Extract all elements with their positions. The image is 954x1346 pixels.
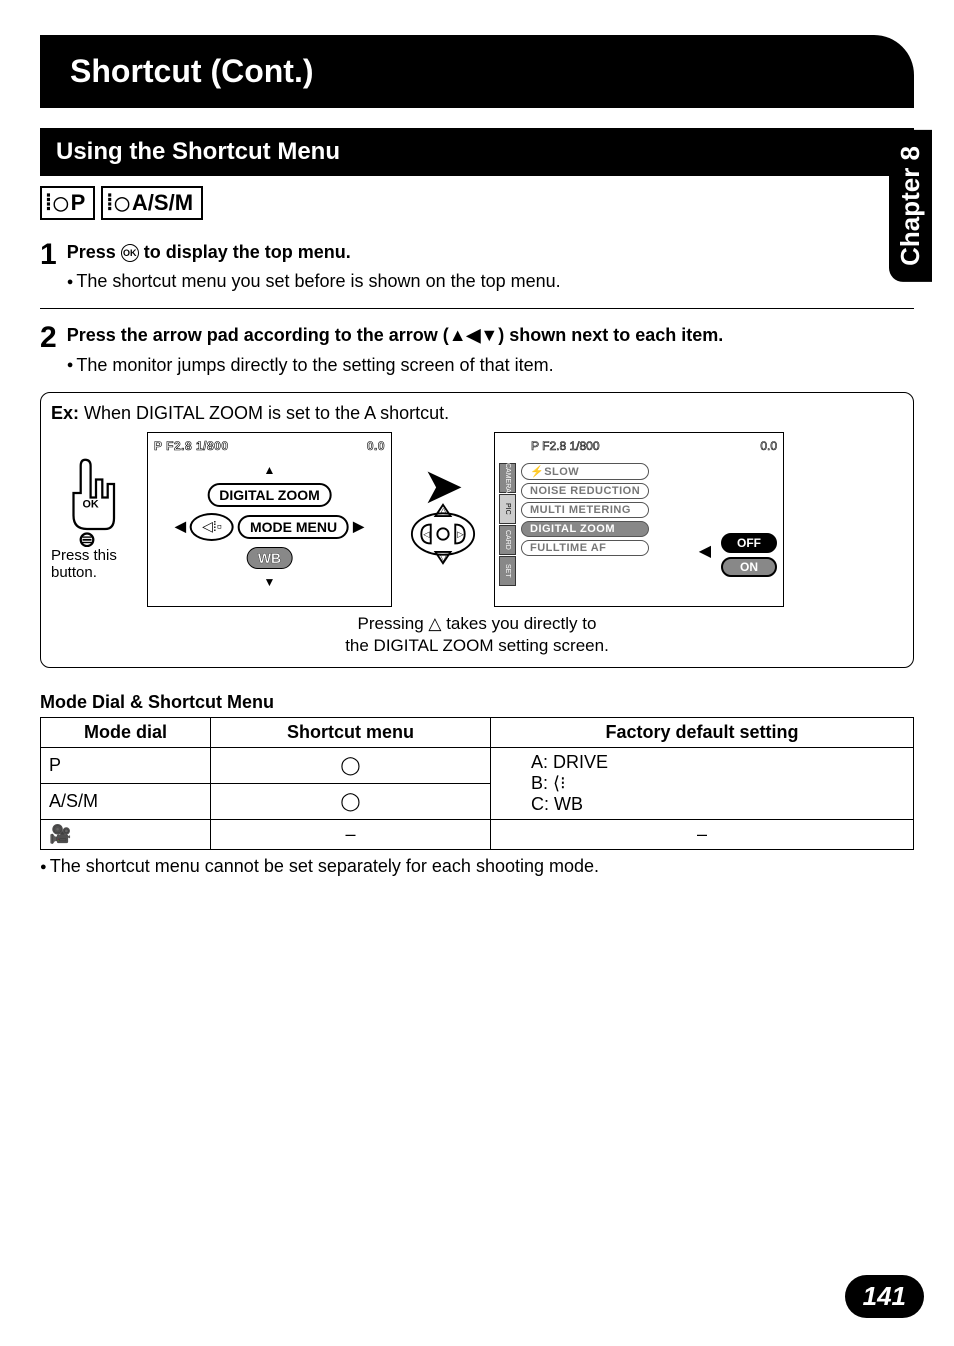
table-footnote: The shortcut menu cannot be set separate… [40,856,914,877]
step-1-title-pre: Press [67,242,121,262]
cell-r2-c1: A/S/M [41,783,211,819]
mode-chip-asm-label: A/S/M [132,190,193,216]
tab-pic: PIC [499,494,516,524]
menu-record-icon: ◁⁞▫ [190,513,234,541]
menu-item-slow: ⚡SLOW [521,463,649,480]
screen1-topline-right: 0.0 [367,439,385,453]
menu-digital-zoom: DIGITAL ZOOM [207,483,332,507]
screen1-topline-left: P F2.8 1/800 [154,439,229,453]
press-button-diagram: OK Press this button. [51,457,141,581]
tab-set: SET [499,556,516,586]
cell-r1-c1: P [41,747,211,783]
menu-item-noise: NOISE REDUCTION [521,483,649,499]
step-2-note: The monitor jumps directly to the settin… [67,353,914,378]
d-pad-icon: △ ▽ ◁ ▷ [410,501,476,567]
step-1-title: Press OK to display the top menu. [67,240,914,265]
triangle-down-icon: ▼ [264,575,276,589]
hand-icon: OK [61,457,131,547]
svg-text:△: △ [440,506,447,516]
svg-text:▽: ▽ [440,553,447,563]
mode-chip-p-label: P [71,190,86,216]
table-title: Mode Dial & Shortcut Menu [40,692,914,713]
default-a: A: DRIVE [531,752,608,772]
svg-text:OK: OK [83,499,99,511]
screen-2: P F2.8 1/800 0.0 CAMERA PIC CARD SET ⚡SL… [494,432,784,607]
caption-line-2: the DIGITAL ZOOM setting screen. [345,636,609,655]
example-box: Ex: When DIGITAL ZOOM is set to the A sh… [40,392,914,668]
menu-mode-menu: MODE MENU [238,515,349,539]
table-header-modedial: Mode dial [41,717,211,747]
cell-defaults: A: DRIVE B: ⟨⁝ C: WB [491,747,914,819]
step-1-title-post: to display the top menu. [144,242,351,262]
option-off: OFF [721,533,777,553]
divider [40,308,914,309]
screen-1: P F2.8 1/800 0.0 ▲ DIGITAL ZOOM ◀ ◁⁞▫ MO… [147,432,392,607]
arrow-dpad-diagram: ➤ △ ▽ ◁ ▷ [398,471,488,567]
mode-chip-asm: ⦙◯A/S/M [101,186,203,220]
svg-text:◁: ◁ [423,529,430,539]
page-header: Shortcut (Cont.) [40,35,914,108]
menu-wb: WB [247,547,292,569]
caption-line-1: Pressing △ takes you directly to [358,614,597,633]
default-c: C: WB [531,794,583,814]
step-1-note: The shortcut menu you set before is show… [67,269,914,294]
menu-item-digital-zoom: DIGITAL ZOOM [521,521,649,537]
step-1: 1 Press OK to display the top menu. The … [40,240,914,294]
table-header-shortcut: Shortcut menu [211,717,491,747]
mode-chips: ⦙◯P ⦙◯A/S/M [40,186,914,220]
chapter-tab: Chapter 8 [889,130,932,282]
example-title-text: When DIGITAL ZOOM is set to the A shortc… [79,403,449,423]
triangle-up-icon: ▲ [264,463,276,477]
triangle-left-icon: ◀ [175,518,186,535]
step-1-number: 1 [40,240,57,294]
tab-camera: CAMERA [499,463,516,493]
press-button-label: Press this button. [51,547,141,581]
example-title: Ex: When DIGITAL ZOOM is set to the A sh… [51,403,903,424]
example-caption: Pressing △ takes you directly to the DIG… [51,613,903,657]
cell-r3-c1: 🎥 [41,819,211,849]
mode-chip-p: ⦙◯P [40,186,95,220]
selection-arrow-icon: ◀ [699,541,711,561]
cell-r3-c3: – [491,819,914,849]
screen2-topline-left: P F2.8 1/800 [531,439,600,453]
screen2-topline-right: 0.0 [760,439,777,453]
cell-r2-c2: ◯ [211,783,491,819]
menu-item-metering: MULTI METERING [521,502,649,518]
step-2-title: Press the arrow pad according to the arr… [67,323,914,348]
svg-text:▷: ▷ [457,529,464,539]
cell-r1-c2: ◯ [211,747,491,783]
option-on: ON [721,557,777,577]
tab-card: CARD [499,525,516,555]
page-number: 141 [845,1275,924,1318]
triangle-right-icon: ▶ [353,518,364,535]
mode-table: Mode dial Shortcut menu Factory default … [40,717,914,850]
right-arrow-icon: ➤ [422,471,464,501]
default-b: B: ⟨⁝ [531,773,566,793]
menu-item-fulltime-af: FULLTIME AF [521,540,649,556]
example-title-prefix: Ex: [51,403,79,423]
section-title: Using the Shortcut Menu [40,128,914,176]
step-2-number: 2 [40,323,57,377]
ok-button-icon: OK [121,244,139,262]
step-2: 2 Press the arrow pad according to the a… [40,323,914,377]
table-header-factory: Factory default setting [491,717,914,747]
cell-r3-c2: – [211,819,491,849]
